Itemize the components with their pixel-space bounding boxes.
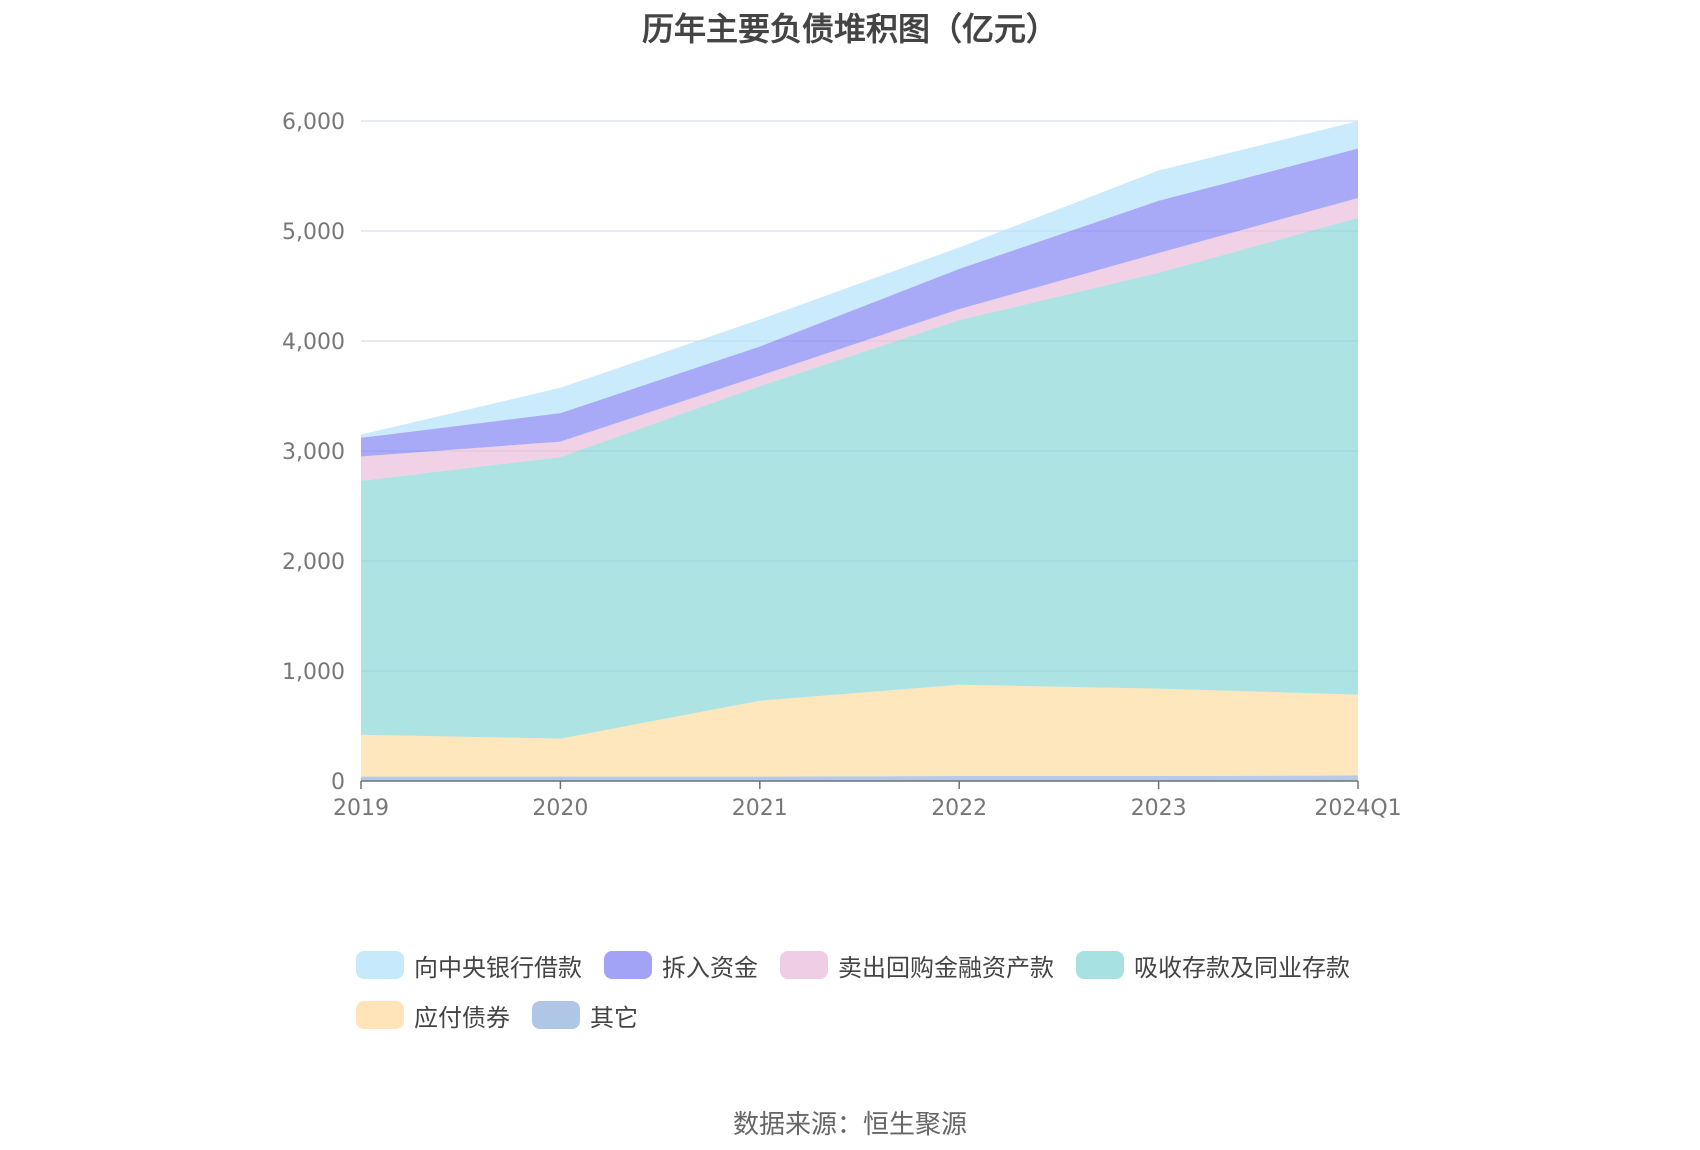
area-其它 <box>361 775 1358 781</box>
legend-item[interactable]: 卖出回购金融资产款 <box>780 950 1054 982</box>
data-source-note: 数据来源：恒生聚源 <box>732 1110 967 1140</box>
legend-item[interactable]: 向中央银行借款 <box>356 950 582 982</box>
legend-swatch <box>1076 951 1124 979</box>
legend-swatch <box>532 1001 580 1029</box>
legend-swatch <box>780 951 828 979</box>
legend-swatch <box>356 951 404 979</box>
legend-item[interactable]: 拆入资金 <box>604 950 758 982</box>
area-向中央银行借款 <box>361 121 1358 438</box>
x-tick-label: 2024Q1 <box>1314 796 1401 821</box>
legend-label: 拆入资金 <box>662 953 758 982</box>
legend-item[interactable]: 其它 <box>532 1000 638 1032</box>
legend-swatch <box>604 951 652 979</box>
y-tick-label: 0 <box>331 770 345 795</box>
y-tick-label: 2,000 <box>282 550 345 575</box>
chart-title: 历年主要负债堆积图（亿元） <box>641 10 1058 48</box>
legend-item[interactable]: 应付债券 <box>356 1000 510 1032</box>
x-tick-label: 2019 <box>333 796 389 821</box>
legend-label: 向中央银行借款 <box>414 953 582 982</box>
x-tick-label: 2021 <box>732 796 788 821</box>
axes <box>360 780 1359 789</box>
legend-label: 吸收存款及同业存款 <box>1134 953 1350 982</box>
x-tick-label: 2023 <box>1131 796 1187 821</box>
x-tick-label: 2022 <box>931 796 987 821</box>
x-tick-label: 2020 <box>532 796 588 821</box>
legend-label: 其它 <box>590 1003 638 1032</box>
area-吸收存款及同业存款 <box>361 217 1358 739</box>
area-拆入资金 <box>361 148 1358 457</box>
tick-labels: 0 1,000 2,000 3,000 4,000 5,000 6,000 2019 2020 2… <box>282 110 1402 821</box>
legend-label: 应付债券 <box>414 1003 510 1032</box>
legend: 向中央银行借款 拆入资金 卖出回购金融资产款 吸收存款及同业存款应付债券 其它 <box>356 950 1376 1050</box>
legend-label: 卖出回购金融资产款 <box>838 953 1054 982</box>
y-tick-label: 3,000 <box>282 440 345 465</box>
y-tick-label: 1,000 <box>282 660 345 685</box>
legend-swatch <box>356 1001 404 1029</box>
area-卖出回购金融资产款 <box>361 198 1358 481</box>
y-tick-label: 6,000 <box>282 110 345 135</box>
area-series <box>361 121 1358 781</box>
legend-item[interactable]: 吸收存款及同业存款 <box>1076 950 1350 982</box>
y-tick-label: 5,000 <box>282 220 345 245</box>
area-应付债券 <box>361 684 1358 777</box>
y-tick-label: 4,000 <box>282 330 345 355</box>
